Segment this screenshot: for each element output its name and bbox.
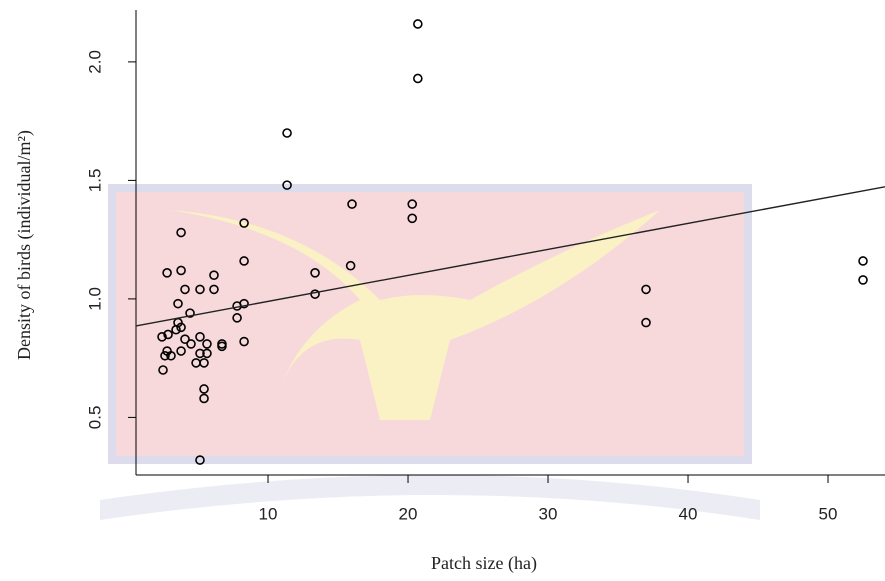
y-axis-label: Density of birds (individual/m²) — [14, 130, 35, 360]
point — [199, 384, 209, 394]
point — [163, 329, 173, 340]
point — [209, 284, 219, 295]
fit-line — [135, 186, 885, 327]
point — [407, 213, 418, 224]
point — [176, 227, 186, 238]
point — [160, 350, 170, 361]
point — [282, 128, 292, 138]
point — [232, 313, 242, 323]
y-tick-label: 2.0 — [85, 50, 104, 74]
x-tick-label: 20 — [399, 504, 418, 523]
point — [185, 308, 195, 318]
x-tick-label: 30 — [539, 504, 558, 523]
watermark — [100, 184, 760, 520]
point — [176, 265, 186, 276]
x-tick-label: 50 — [819, 504, 838, 523]
point — [157, 332, 167, 342]
point — [166, 350, 176, 361]
point — [641, 317, 651, 328]
point — [407, 199, 418, 209]
point — [180, 284, 190, 295]
point — [195, 284, 205, 295]
point — [180, 334, 190, 344]
point — [195, 348, 205, 359]
y-tick-label: 0.5 — [85, 406, 104, 430]
point — [858, 275, 868, 285]
x-axis-label: Patch size (ha) — [431, 553, 537, 574]
point — [173, 298, 183, 309]
x-tick-label: 10 — [259, 504, 278, 523]
point — [413, 73, 423, 84]
point — [176, 346, 186, 356]
point — [347, 199, 357, 209]
point — [641, 284, 651, 295]
point — [171, 324, 181, 335]
point — [199, 393, 209, 404]
point — [282, 180, 292, 190]
point — [239, 218, 249, 228]
point — [310, 268, 320, 278]
point — [202, 348, 212, 359]
point — [195, 455, 205, 465]
point — [195, 332, 205, 342]
point — [199, 358, 209, 368]
point — [310, 289, 320, 299]
point — [162, 268, 172, 278]
point — [413, 19, 423, 29]
point — [202, 339, 212, 349]
point — [186, 339, 196, 349]
y-tick-label: 1.0 — [85, 287, 104, 311]
point — [176, 322, 186, 333]
point — [217, 341, 227, 352]
point — [345, 260, 356, 271]
point — [239, 336, 249, 347]
point — [239, 256, 249, 266]
point — [239, 298, 249, 309]
point — [858, 256, 868, 266]
point — [209, 270, 219, 280]
x-tick-label: 40 — [679, 504, 698, 523]
point — [158, 365, 168, 375]
y-tick-label: 1.5 — [85, 169, 104, 193]
